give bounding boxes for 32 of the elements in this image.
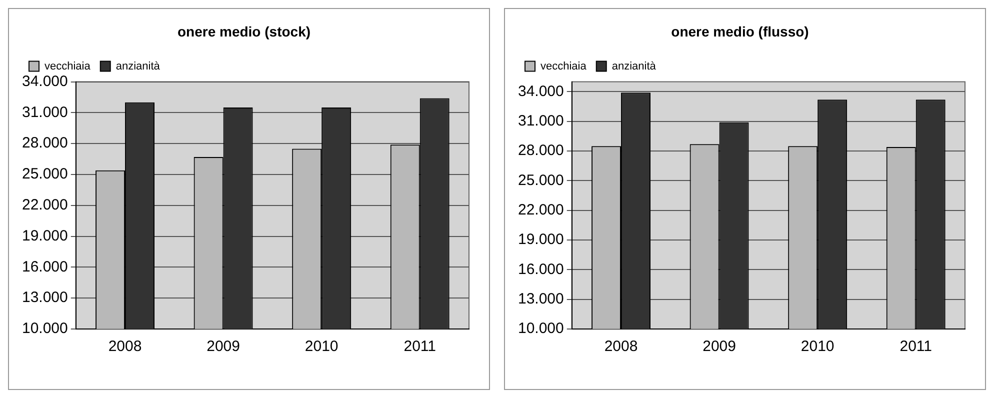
y-tick-label: 28.000 bbox=[22, 134, 68, 152]
x-tick-label: 2008 bbox=[604, 338, 638, 356]
y-tick-label: 16.000 bbox=[518, 260, 564, 278]
y-tick-label: 19.000 bbox=[518, 231, 564, 248]
y-tick-label: 22.000 bbox=[518, 201, 564, 218]
y-tick-label: 16.000 bbox=[22, 258, 68, 276]
y-tick-label: 22.000 bbox=[22, 196, 68, 214]
y-tick-label: 13.000 bbox=[518, 290, 564, 308]
x-tick-label: 2010 bbox=[304, 338, 338, 356]
x-tick-label: 2011 bbox=[900, 338, 932, 356]
legend-label: anzianità bbox=[612, 60, 657, 72]
y-tick-label: 25.000 bbox=[22, 166, 68, 183]
y-tick-label: 10.000 bbox=[518, 320, 564, 338]
legend-label: vecchiaia bbox=[44, 60, 92, 72]
x-tick-label: 2010 bbox=[800, 338, 834, 356]
x-tick-label: 2009 bbox=[702, 338, 736, 356]
y-tick-label: 19.000 bbox=[22, 227, 68, 244]
y-tick-label: 25.000 bbox=[518, 172, 564, 189]
y-tick-label: 28.000 bbox=[518, 142, 564, 160]
legend-label: anzianità bbox=[116, 60, 161, 72]
legend-label: vecchiaia bbox=[540, 60, 588, 72]
y-tick-label: 34.000 bbox=[22, 72, 68, 90]
y-tick-label: 13.000 bbox=[22, 289, 68, 306]
chart-title: onere medio (stock) bbox=[177, 23, 311, 40]
y-tick-label: 34.000 bbox=[518, 82, 564, 100]
y-tick-label: 31.000 bbox=[22, 104, 68, 121]
x-tick-label: 2008 bbox=[108, 338, 142, 356]
chart-title: onere medio (flusso) bbox=[671, 23, 809, 40]
x-tick-label: 2009 bbox=[206, 338, 240, 356]
x-tick-label: 2011 bbox=[404, 338, 436, 356]
y-tick-label: 10.000 bbox=[22, 320, 68, 338]
y-tick-label: 31.000 bbox=[518, 112, 564, 130]
